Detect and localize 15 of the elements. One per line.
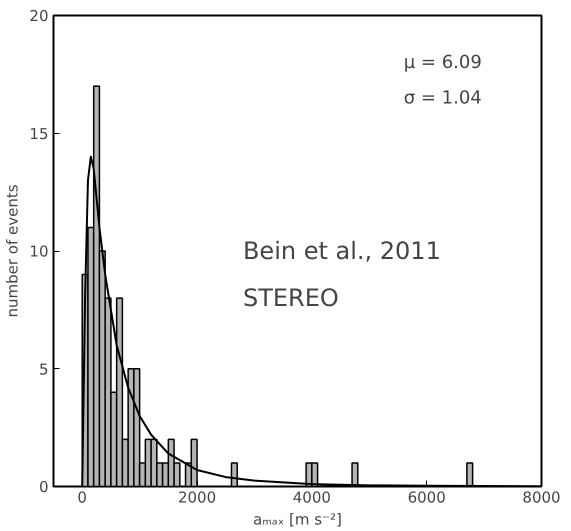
y-axis-title: number of events [3, 184, 22, 318]
x-axis-title: aₘₐₓ [m s⁻²] [253, 510, 342, 528]
annotation: STEREO [242, 284, 339, 312]
x-tick-label: 2000 [178, 488, 216, 506]
annotation: μ = 6.09 [404, 52, 482, 74]
x-tick-label: 8000 [522, 488, 561, 506]
annotation: σ = 1.04 [404, 87, 482, 108]
x-tick-label: 4000 [292, 488, 331, 506]
y-tick-label: 20 [29, 7, 49, 25]
y-tick-label: 15 [29, 124, 49, 143]
y-tick-label: 5 [38, 360, 49, 378]
y-tick-label: 10 [29, 242, 49, 260]
annotation: Bein et al., 2011 [242, 237, 441, 265]
x-tick-label: 0 [77, 488, 87, 506]
x-tick-label: 6000 [408, 488, 446, 506]
